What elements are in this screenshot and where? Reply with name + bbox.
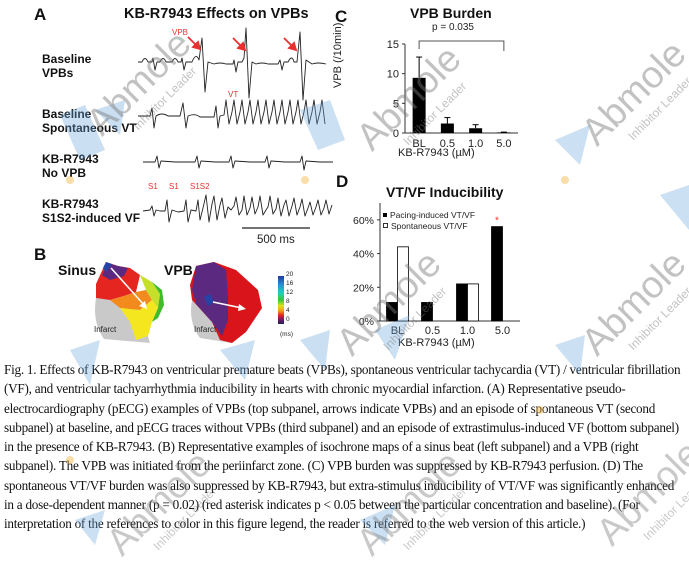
ecg-trace-kbr-no-vpb xyxy=(143,155,333,171)
scale-bar-label: 500 ms xyxy=(257,234,295,246)
y-tick-label: 20% xyxy=(353,282,374,294)
sinus-region-blue xyxy=(103,262,112,272)
bar-pacing xyxy=(421,302,433,322)
panel-a-letter: A xyxy=(34,5,47,24)
chart-c-title: VPB Burden xyxy=(410,5,492,21)
bar xyxy=(440,123,454,133)
chart-d-title: VT/VF Inducibility xyxy=(386,184,504,200)
legend-swatch-open xyxy=(383,223,388,228)
bar xyxy=(469,128,483,133)
colorbar-tick: 4 xyxy=(286,307,290,314)
bar-pacing xyxy=(456,283,468,322)
vpb-propagation-arrow xyxy=(212,301,243,309)
vpb-map-label: VPB xyxy=(164,262,193,278)
panel-a-title: KB-R7943 Effects on VPBs xyxy=(124,6,309,22)
y-tick-label: 15 xyxy=(387,39,399,51)
panel-d-letter: D xyxy=(336,172,349,191)
bar xyxy=(412,77,426,133)
arrow-head-icon xyxy=(236,41,247,52)
x-tick-label: BL xyxy=(391,325,404,337)
bar xyxy=(497,132,511,133)
isochrone-maps xyxy=(95,262,284,343)
chart-d-legend: Pacing-induced VT/VF Spontaneous VT/VF xyxy=(383,209,475,231)
arrow-head-icon xyxy=(287,41,298,52)
s1-annotation-1: S1 xyxy=(148,182,158,191)
vpb-region-blue xyxy=(204,294,214,306)
bar-pacing xyxy=(386,302,398,322)
legend-label: Pacing-induced VT/VF xyxy=(390,209,476,220)
legend-item-pacing: Pacing-induced VT/VF xyxy=(383,209,475,220)
significance-bracket xyxy=(418,40,505,51)
x-tick-label: 1.0 xyxy=(460,325,475,337)
bar-pacing xyxy=(491,226,503,322)
figure-caption: Fig. 1. Effects of KB-R7943 on ventricul… xyxy=(4,362,681,532)
ecg-trace-baseline-vpbs xyxy=(138,27,327,101)
panel-b-letter: B xyxy=(34,245,47,264)
sinus-region-lightgreen xyxy=(140,275,160,308)
bar-spontaneous xyxy=(467,283,479,322)
trace-label-line2: S1S2-induced VF xyxy=(42,211,141,225)
y-tick-label: 5 xyxy=(393,98,399,110)
trace-label-kbr-vf: KB-R7943 S1S2-induced VF xyxy=(42,197,140,225)
sinus-isochrone-map xyxy=(95,262,164,343)
y-tick-label: 60% xyxy=(353,215,374,227)
x-tick-label: 0.5 xyxy=(440,138,455,150)
trace-label-baseline-vt: Baseline Spontaneous VT xyxy=(42,107,137,135)
trace-label-kbr-no-vpb: KB-R7943 No VPB xyxy=(42,152,99,180)
arrow-head-icon xyxy=(238,304,246,311)
legend-label: Spontaneous VT/VF xyxy=(391,220,468,231)
vpb-annotation: VPB xyxy=(172,28,189,37)
sinus-region-yellow xyxy=(120,300,158,340)
infarct-label-sinus: Infarct xyxy=(94,325,117,334)
sinus-propagation-arrow xyxy=(110,267,146,307)
y-tick-label: 40% xyxy=(353,249,374,261)
colorbar-tick: 0 xyxy=(286,316,290,323)
trace-label-line1: Baseline xyxy=(42,107,92,121)
colorbar-tick: 8 xyxy=(286,298,290,305)
significance-asterisk: * xyxy=(495,216,499,227)
sinus-label: Sinus xyxy=(58,262,97,278)
trace-label-line2: VPBs xyxy=(42,66,74,80)
trace-label-line1: KB-R7943 xyxy=(42,197,99,211)
sinus-region-green xyxy=(152,282,164,322)
vpb-isochrone-map xyxy=(190,262,262,343)
trace-label-line2: Spontaneous VT xyxy=(42,121,137,135)
trace-label-line2: No VPB xyxy=(42,166,87,180)
ecg-trace-kbr-vf xyxy=(142,194,333,223)
colorbar-tick: 16 xyxy=(286,280,294,287)
ecg-traces xyxy=(138,27,333,229)
x-tick-label: 5.0 xyxy=(495,325,510,337)
s1s2-annotation: S1S2 xyxy=(190,182,210,191)
colorbar-tick: 12 xyxy=(286,289,294,296)
trace-label-line1: KB-R7943 xyxy=(42,152,99,166)
ecg-trace-baseline-vt xyxy=(138,99,326,129)
y-tick-label: 0 xyxy=(393,128,399,140)
isochrone-colorbar xyxy=(278,276,284,324)
chart-c-vpb-burden: 0 5 10 15 BL 0.5 1.0 5.0 xyxy=(387,39,518,150)
arrow-head-icon xyxy=(191,40,202,51)
infarct-label-vpb: Infarct xyxy=(194,325,217,334)
chart-c-xlabel: KB-R7943 (µM) xyxy=(398,147,475,159)
trace-label-line1: Baseline xyxy=(42,52,92,66)
vt-annotation: VT xyxy=(228,90,239,99)
x-tick-label: 5.0 xyxy=(496,138,511,150)
x-tick-label: 0.5 xyxy=(425,325,440,337)
chart-d-xlabel: KB-R7943 (µM) xyxy=(398,337,475,349)
y-tick-label: 0% xyxy=(359,316,374,328)
vpb-arrows xyxy=(187,36,298,52)
x-tick-label: BL xyxy=(412,138,425,150)
chart-c-pvalue: p = 0.035 xyxy=(432,22,474,33)
legend-swatch-filled xyxy=(383,212,387,217)
x-tick-label: 1.0 xyxy=(468,138,483,150)
s1-annotation-2: S1 xyxy=(169,182,179,191)
legend-item-spontaneous: Spontaneous VT/VF xyxy=(383,220,475,231)
chart-d-vtvf-inducibility: 0% 20% 40% 60% BL 0.5 1.0 5.0 * xyxy=(353,203,520,337)
trace-label-baseline-vpbs: Baseline VPBs xyxy=(42,52,91,80)
panel-c-letter: C xyxy=(335,7,348,26)
y-tick-label: 10 xyxy=(387,69,399,81)
arrow-head-icon xyxy=(139,301,147,309)
bar-spontaneous xyxy=(397,246,409,322)
colorbar-tick: 20 xyxy=(286,271,294,278)
colorbar-unit: (ms) xyxy=(280,331,293,338)
